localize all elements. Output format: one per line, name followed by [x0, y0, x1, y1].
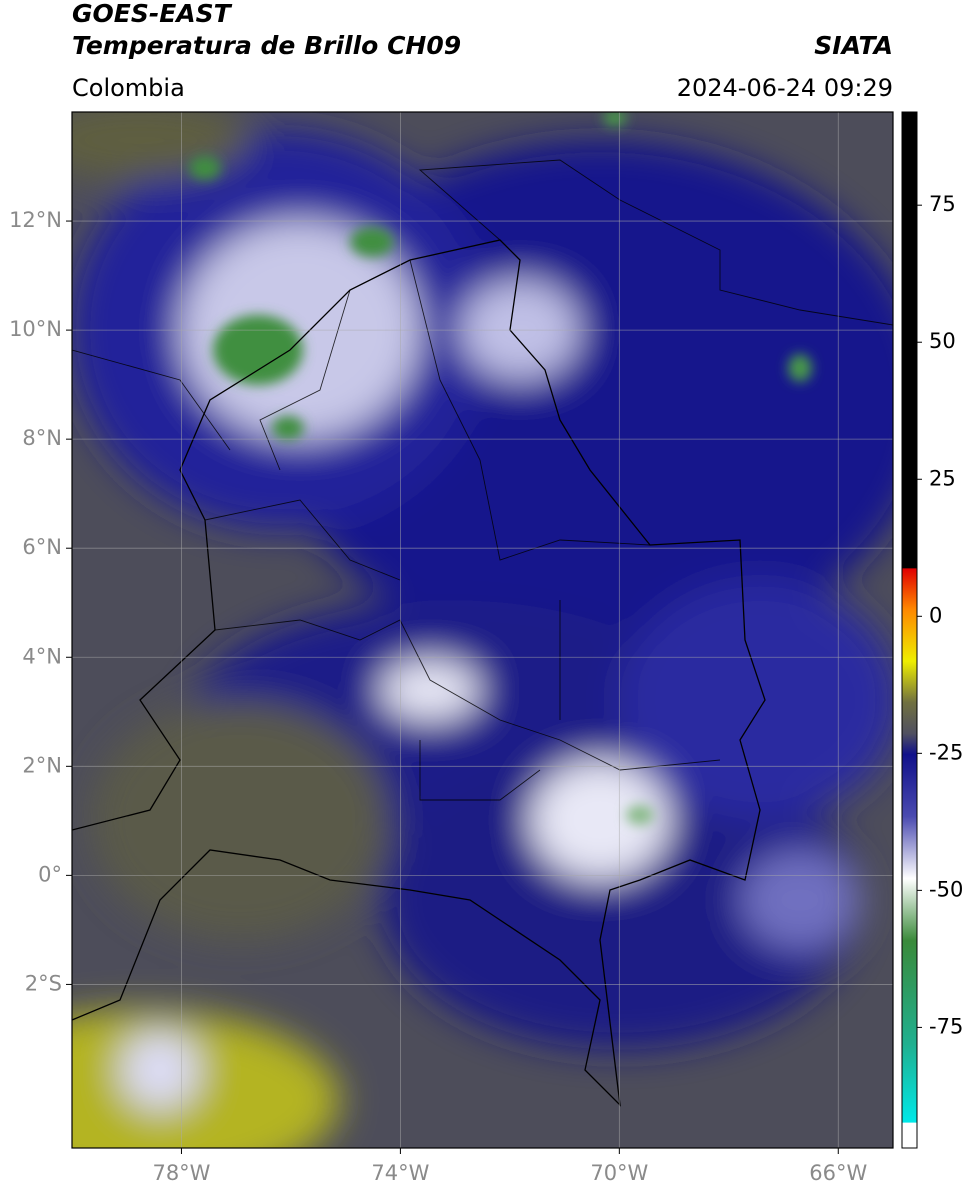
colorbar-tick-label: 75	[929, 192, 956, 216]
satellite-image	[72, 112, 893, 1148]
y-tick-label: 2°S	[25, 971, 62, 995]
admin-lines	[72, 159, 893, 801]
colorbar-tick-label: -50	[929, 877, 963, 901]
colorbar-tick-label: -75	[929, 1014, 963, 1038]
map-frame	[71, 111, 894, 1149]
y-tick-label: 4°N	[22, 644, 62, 668]
x-tick-label: 66°W	[809, 1161, 867, 1185]
y-tick-label: 8°N	[22, 426, 62, 450]
y-tick-label: 0°	[38, 862, 62, 886]
colorbar-tick-label: 50	[929, 329, 956, 353]
x-tick-label: 78°W	[152, 1161, 210, 1185]
y-tick-label: 6°N	[22, 535, 62, 559]
title: GOES-EAST	[72, 0, 233, 28]
y-tick-label: 12°N	[9, 208, 62, 232]
region: Colombia	[72, 74, 185, 102]
grid	[72, 112, 893, 1148]
colorbar-tick-label: -25	[929, 740, 963, 764]
timestamp: 2024-06-24 09:29	[677, 74, 893, 102]
subtitle: Temperatura de Brillo CH09	[72, 31, 461, 60]
x-tick-label: 74°W	[371, 1161, 429, 1185]
y-tick-label: 10°N	[9, 317, 62, 341]
colorbar-tick-label: 25	[929, 466, 956, 490]
x-tick-label: 70°W	[590, 1161, 648, 1185]
colorbar	[901, 111, 918, 1149]
colorbar-tick-label: 0	[929, 603, 942, 627]
y-tick-label: 2°N	[22, 753, 62, 777]
border-lines	[72, 239, 766, 1107]
source: SIATA	[814, 31, 893, 60]
